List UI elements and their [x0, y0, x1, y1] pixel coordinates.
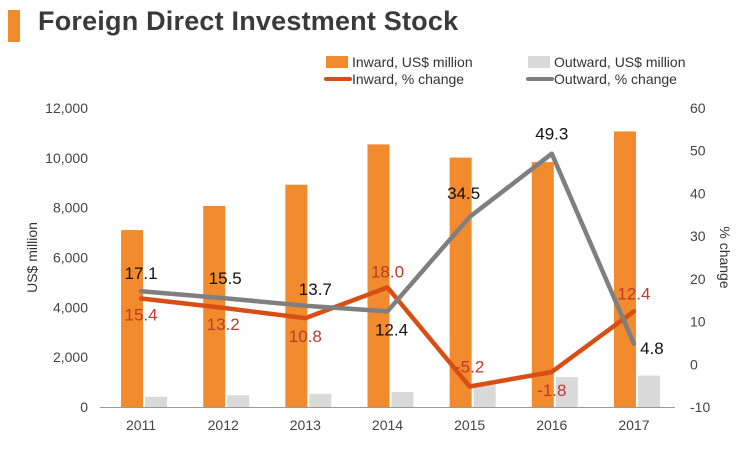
- y2-tick-label: 40: [690, 185, 706, 201]
- bar-inward: [121, 230, 144, 407]
- legend-label-2: Inward, % change: [352, 71, 464, 87]
- data-label-outward-change: 17.1: [125, 264, 158, 283]
- y-tick-label: 6,000: [53, 250, 88, 266]
- legend-swatch-1: [528, 56, 550, 68]
- x-tick-label: 2014: [372, 417, 403, 433]
- bar-outward: [637, 375, 660, 407]
- bar-outward: [473, 384, 496, 407]
- y-tick-label: 12,000: [45, 100, 88, 116]
- data-label-outward-change: 15.5: [209, 269, 242, 288]
- y-tick-label: 8,000: [53, 200, 88, 216]
- bar-outward: [391, 392, 414, 407]
- data-label-inward-change: 13.2: [207, 315, 240, 334]
- y2-tick-label: 60: [690, 100, 706, 116]
- data-label-inward-change: -5.2: [455, 357, 484, 376]
- bar-inward: [285, 184, 308, 407]
- legend-label-3: Outward, % change: [554, 71, 677, 87]
- y2-tick-label: 10: [690, 314, 706, 330]
- y2-axis-title: % change: [717, 226, 733, 288]
- y2-tick-label: 30: [690, 228, 706, 244]
- page-title: Foreign Direct Investment Stock: [38, 6, 459, 36]
- x-tick-label: 2016: [536, 417, 567, 433]
- bar-outward: [555, 377, 578, 407]
- y2-tick-label: 50: [690, 143, 706, 159]
- data-label-outward-change: 34.5: [447, 184, 480, 203]
- data-label-inward-change: 10.8: [289, 327, 322, 346]
- x-tick-label: 2012: [208, 417, 239, 433]
- bar-inward: [531, 162, 554, 407]
- bar-outward: [227, 395, 250, 407]
- data-label-inward-change: -1.8: [537, 381, 566, 400]
- data-label-outward-change: 4.8: [640, 339, 664, 358]
- data-label-inward-change: 15.4: [125, 306, 158, 325]
- y2-tick-label: -10: [690, 399, 710, 415]
- data-label-inward-change: 12.4: [617, 284, 650, 303]
- line-outward-change: [138, 151, 637, 347]
- y2-tick-label: 20: [690, 271, 706, 287]
- y-tick-label: 0: [80, 399, 88, 415]
- data-label-inward-change: 18.0: [371, 262, 404, 281]
- bar-inward: [613, 131, 636, 407]
- data-label-outward-change: 13.7: [299, 280, 332, 299]
- x-tick-label: 2017: [618, 417, 649, 433]
- bar-inward: [367, 144, 390, 407]
- bar-outward: [145, 396, 168, 407]
- bar-outward: [309, 393, 332, 407]
- x-tick-label: 2015: [454, 417, 485, 433]
- data-label-outward-change: 12.4: [375, 320, 408, 339]
- y-axis-title: US$ million: [24, 222, 40, 293]
- data-label-outward-change: 49.3: [535, 125, 568, 144]
- y-tick-label: 2,000: [53, 349, 88, 365]
- y-tick-label: 4,000: [53, 299, 88, 315]
- x-tick-label: 2011: [126, 417, 156, 433]
- line-inward-change: [138, 285, 637, 389]
- legend-swatch-0: [326, 56, 348, 68]
- y-tick-label: 10,000: [45, 150, 88, 166]
- title-accent-bar: [8, 10, 20, 42]
- y2-tick-label: 0: [690, 356, 698, 372]
- legend-label-0: Inward, US$ million: [352, 54, 473, 70]
- legend-label-1: Outward, US$ million: [554, 54, 686, 70]
- x-tick-label: 2013: [290, 417, 321, 433]
